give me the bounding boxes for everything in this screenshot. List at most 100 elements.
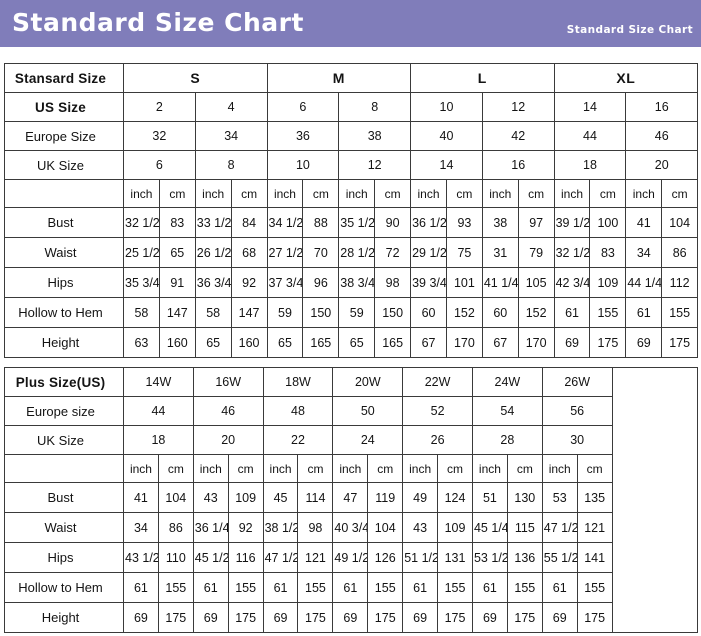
measure-value: 69 [123,602,159,633]
measure-value: 150 [374,297,412,328]
measure-value: 35 3/4 [123,267,160,298]
plus-size-table: Plus Size(US) 14W 16W 18W 20W 22W 24W 26W Europe… [4,367,698,633]
measure-value: 104 [157,482,194,513]
row-label: Bust [4,207,124,238]
measure-value: 175 [157,602,194,633]
size-value: 52 [402,396,473,426]
measure-value: 69 [262,602,299,633]
measure-value: 97 [517,207,555,238]
size-value: 4 [194,92,268,122]
measure-value: 170 [517,327,555,358]
unit-label-inch: inch [410,179,447,208]
row-label: Europe size [4,396,124,426]
size-value: 20 [625,150,699,180]
unit-label-inch: inch [471,454,508,483]
measure-value: 98 [374,267,412,298]
table-row: Waist 34 86 36 1/4 92 38 1/2 98 40 3/4 104 43 109 4… [4,512,698,543]
size-value: 8 [338,92,412,122]
table-row: Hollow to Hem 58 147 58 147 59 150 59 150 60 152 60… [4,297,699,328]
size-value: 24 [332,425,404,455]
unit-label-cm: cm [576,454,613,483]
measure-value: 104 [661,207,699,238]
unit-label-inch: inch [338,179,376,208]
measure-value: 155 [576,572,613,603]
unit-label-cm: cm [297,454,334,483]
measure-value: 58 [194,297,232,328]
measure-value: 45 [262,482,299,513]
measure-value: 147 [158,297,196,328]
measure-value: 31 [481,237,519,268]
measure-value: 32 1/2 [553,237,591,268]
measure-value: 38 [481,207,519,238]
size-value: 22 [262,425,334,455]
unit-label-cm: cm [227,454,264,483]
size-value: 18 [123,425,194,455]
measure-value: 136 [506,542,543,573]
measure-value: 112 [661,267,699,298]
measure-value: 90 [374,207,412,238]
size-value: 10 [410,92,483,122]
measure-value: 115 [506,512,543,543]
row-label: Height [4,602,124,633]
measure-value: 59 [338,297,376,328]
unit-label-cm: cm [589,179,627,208]
page-title: Standard Size Chart [12,8,304,37]
unit-label-inch: inch [402,454,439,483]
measure-value: 40 3/4 [332,512,369,543]
measure-value: 58 [123,297,160,328]
measure-value: 70 [302,237,340,268]
measure-value: 39 1/2 [553,207,591,238]
measure-value: 34 [625,237,663,268]
measure-value: 147 [230,297,268,328]
size-value: 30 [541,425,613,455]
table-row: Hips 43 1/2 110 45 1/2 116 47 1/2 121 49 1/2 126… [4,542,698,573]
unit-row: inch cm inch cm inch cm inch cm inch cm inch cm inch… [4,179,699,208]
measure-value: 65 [338,327,376,358]
measure-value: 160 [158,327,196,358]
measure-value: 152 [445,297,483,328]
measure-value: 93 [445,207,483,238]
unit-label-inch: inch [625,179,663,208]
size-value: 14W [123,367,194,397]
row-label: Waist [4,237,124,268]
measure-value: 28 1/2 [338,237,376,268]
row-label: US Size [4,92,124,122]
size-value: 2 [123,92,196,122]
measure-value: 53 1/2 [471,542,508,573]
measure-value: 38 1/2 [262,512,299,543]
size-value: 12 [481,92,555,122]
measure-value: 165 [374,327,412,358]
measure-value: 36 1/4 [192,512,229,543]
measure-value: 92 [227,512,264,543]
plus-size-table-wrap: Plus Size(US) 14W 16W 18W 20W 22W 24W 26W Europe… [0,367,701,633]
measure-value: 150 [302,297,340,328]
measure-value: 175 [297,602,334,633]
measure-value: 69 [541,602,578,633]
unit-label-cm: cm [506,454,543,483]
measure-value: 61 [192,572,229,603]
measure-value: 100 [589,207,627,238]
measure-value: 39 3/4 [410,267,447,298]
measure-value: 109 [437,512,473,543]
size-value: 14 [553,92,627,122]
size-group-m: M [266,63,412,93]
measure-value: 45 1/2 [192,542,229,573]
size-value: 18 [553,150,627,180]
row-label: Europe Size [4,121,124,151]
measure-value: 61 [262,572,299,603]
measure-value: 175 [661,327,699,358]
measure-value: 65 [194,327,232,358]
measure-value: 42 3/4 [553,267,591,298]
measure-value: 79 [517,237,555,268]
measure-value: 69 [625,327,663,358]
measure-value: 110 [157,542,194,573]
size-value: 20 [192,425,264,455]
measure-value: 61 [541,572,578,603]
unit-row: inch cm inch cm inch cm inch cm inch cm inch cm inch… [4,454,698,483]
unit-label-inch: inch [123,179,160,208]
row-label: UK Size [4,425,124,455]
measure-value: 119 [367,482,404,513]
measure-value: 47 1/2 [541,512,578,543]
measure-value: 67 [481,327,519,358]
unit-label-cm: cm [158,179,196,208]
